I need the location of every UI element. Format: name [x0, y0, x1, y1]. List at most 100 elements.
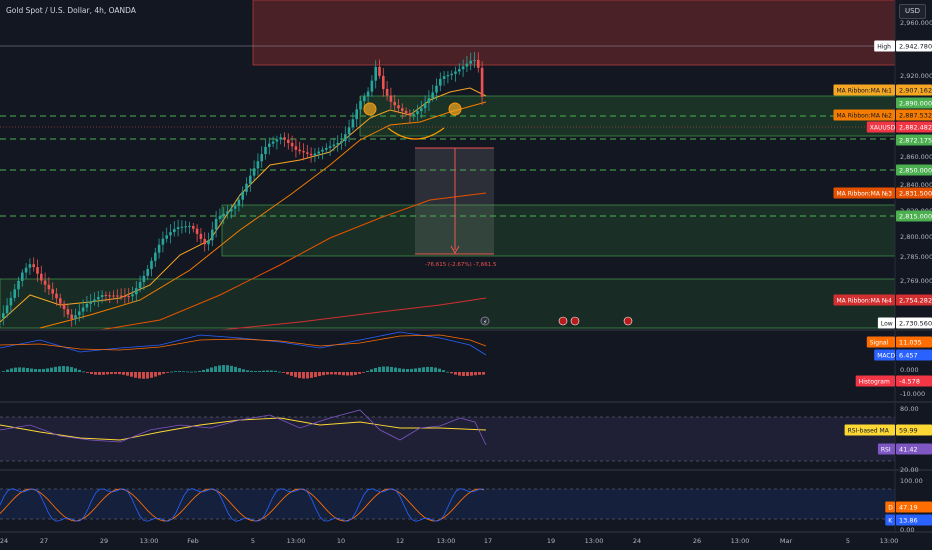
candle-body	[55, 293, 58, 299]
macd-tag-label: Signal	[870, 340, 889, 347]
price-tick: 2,860.000	[900, 153, 932, 161]
histogram-bar	[182, 371, 185, 373]
candle-body	[131, 294, 134, 297]
time-label: 5	[846, 537, 850, 545]
symbol-title[interactable]: Gold Spot / U.S. Dollar, 4h, OANDA	[6, 6, 136, 15]
candle-body	[397, 105, 400, 109]
candle-body	[32, 264, 35, 268]
drawing-overlays[interactable]: -76.615 (-2.67%) -7,661.5 ⚡	[363, 102, 633, 326]
macd-tag-value: 6.457	[899, 352, 918, 360]
candle-body	[207, 240, 210, 245]
candle-body	[332, 144, 336, 147]
time-label: 5	[251, 537, 255, 545]
candlestick-series	[2, 51, 484, 327]
histogram-bar	[242, 369, 245, 372]
price-tag-value: 2,882.482	[899, 124, 932, 132]
histogram-bar	[114, 372, 117, 374]
candle-body	[157, 244, 161, 253]
candle-body	[226, 211, 229, 214]
candle-body	[298, 149, 301, 152]
candle-body	[230, 208, 233, 212]
macd-tick: 0.000	[900, 366, 919, 374]
demand-zone-middle	[221, 204, 896, 257]
histogram-bar	[462, 372, 465, 377]
time-label: 13:00	[585, 537, 604, 545]
candle-body	[439, 78, 442, 86]
candle-body	[477, 59, 480, 68]
price-axis[interactable]: 2,960.0002,920.0002,860.0002,840.0002,82…	[833, 0, 932, 534]
histogram-bar	[26, 368, 29, 372]
stoch-tag-label-bg	[885, 501, 895, 513]
candle-body	[74, 315, 77, 319]
histogram-bar	[350, 372, 353, 376]
stoch-tag-label: K	[888, 518, 893, 525]
candle-body	[192, 226, 195, 229]
candle-body	[108, 295, 111, 297]
candle-body	[431, 92, 434, 99]
candle-body	[135, 288, 138, 295]
histogram-bar	[62, 366, 65, 372]
histogram-bar	[258, 370, 261, 372]
price-tag-value-bg	[896, 294, 932, 306]
rsi-tag-label-bg	[844, 424, 895, 436]
histogram-bar	[366, 370, 369, 372]
candle-body	[382, 75, 385, 89]
candle-body	[218, 216, 222, 219]
candle-body	[465, 63, 469, 67]
event-icon	[480, 316, 490, 326]
candle-body	[237, 199, 241, 206]
candle-body	[154, 252, 157, 261]
price-tag-label: Low	[881, 321, 893, 328]
histogram-bar	[318, 372, 321, 377]
price-tick: 2,920.000	[900, 72, 932, 80]
histogram-bar	[166, 372, 169, 373]
histogram-bar	[186, 371, 189, 373]
histogram-bar	[178, 371, 181, 372]
histogram-bar	[422, 367, 425, 372]
time-label: 12	[396, 537, 404, 545]
histogram-bar	[446, 371, 449, 373]
price-tag-label-bg	[866, 121, 895, 133]
price-tag-value: 2,887.532	[899, 112, 932, 120]
price-tag-label: MA Ribbon:MA №4	[837, 298, 893, 305]
currency-button[interactable]: USD	[899, 4, 926, 19]
signal-line	[0, 334, 487, 351]
price-tick: 2,769.000	[900, 277, 932, 285]
price-tag-value: 2,850.000	[899, 167, 932, 175]
price-tag-label: MA Ribbon:MA №2	[837, 113, 893, 120]
stoch-band	[0, 489, 895, 519]
time-axis[interactable]: 24 27 29 13:00 Feb 5 13:00 10 12 13:00 17 19 13:00 24…	[0, 537, 898, 545]
histogram-bar	[434, 367, 437, 372]
candle-body	[36, 267, 39, 274]
histogram-bar	[102, 372, 105, 375]
histogram-bar	[246, 370, 249, 372]
stoch-k-line	[0, 488, 485, 522]
price-tag-value-bg	[896, 40, 932, 52]
candle-body	[469, 60, 472, 64]
histogram-bar	[262, 370, 265, 372]
candle-body	[13, 289, 16, 298]
time-label: 13:00	[140, 537, 159, 545]
histogram-bar	[470, 372, 473, 376]
candle-body	[435, 85, 438, 93]
candle-body	[93, 299, 96, 302]
histogram-bar	[338, 372, 341, 375]
candle-body	[176, 227, 180, 230]
candle-body	[408, 113, 412, 116]
histogram-bar	[314, 372, 317, 378]
candle-body	[47, 284, 51, 290]
candle-body	[401, 108, 404, 111]
histogram-bar	[294, 372, 297, 378]
candle-body	[416, 111, 419, 115]
histogram-bar	[214, 366, 217, 372]
candle-body	[427, 98, 431, 104]
histogram-bar	[34, 368, 37, 372]
time-label: Mar	[780, 537, 793, 545]
macd-tag-value-bg	[896, 375, 932, 387]
stoch-tag-label: D	[888, 505, 893, 512]
candle-body	[328, 146, 332, 148]
rsi-tick: 80.00	[900, 405, 919, 413]
candle-body	[142, 275, 146, 283]
macd-tag-label: Histogram	[859, 379, 890, 386]
